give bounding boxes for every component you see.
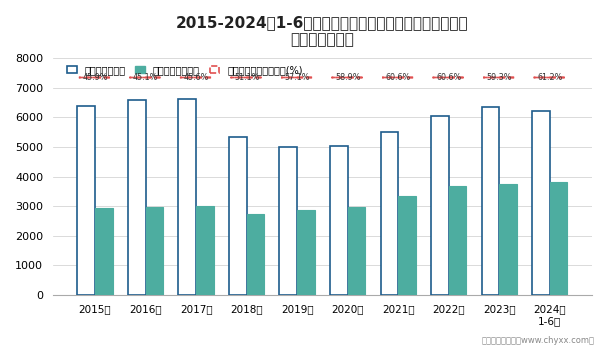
Text: 45.9%: 45.9% (83, 73, 108, 82)
Text: 60.6%: 60.6% (385, 73, 411, 82)
Bar (297, 210, 315, 295)
Text: 制图：智研咨询（www.chyxx.com）: 制图：智研咨询（www.chyxx.com） (482, 335, 595, 345)
Bar (279, 147, 297, 295)
Text: 60.6%: 60.6% (436, 73, 461, 82)
Bar (481, 107, 500, 295)
Bar (449, 187, 466, 295)
Bar (196, 206, 214, 295)
Bar (550, 182, 568, 295)
Bar (330, 147, 348, 295)
Bar (95, 208, 113, 295)
Bar (381, 133, 398, 295)
Text: 51.1%: 51.1% (234, 73, 259, 82)
Bar (431, 116, 449, 295)
Text: 45.6%: 45.6% (183, 73, 209, 82)
Text: 45.1%: 45.1% (133, 73, 158, 82)
Bar (532, 111, 550, 295)
Bar (146, 207, 163, 295)
Text: 57.1%: 57.1% (285, 73, 310, 82)
Bar (500, 184, 517, 295)
Bar (178, 99, 196, 295)
Bar (128, 100, 146, 295)
Text: 59.3%: 59.3% (487, 73, 512, 82)
Text: 61.2%: 61.2% (537, 73, 563, 82)
Bar (398, 196, 416, 295)
Bar (229, 137, 246, 295)
Bar (348, 207, 365, 295)
Title: 2015-2024年1-6月木材加工和木、竹、藤、棕、草制品业
企业资产统计图: 2015-2024年1-6月木材加工和木、竹、藤、棕、草制品业 企业资产统计图 (176, 15, 469, 47)
Bar (246, 214, 264, 295)
Legend: 总资产（亿元）, 流动资产（亿元）, 流动资产占总资产比率(%): 总资产（亿元）, 流动资产（亿元）, 流动资产占总资产比率(%) (63, 61, 307, 79)
Text: 58.9%: 58.9% (335, 73, 361, 82)
Bar (77, 105, 95, 295)
